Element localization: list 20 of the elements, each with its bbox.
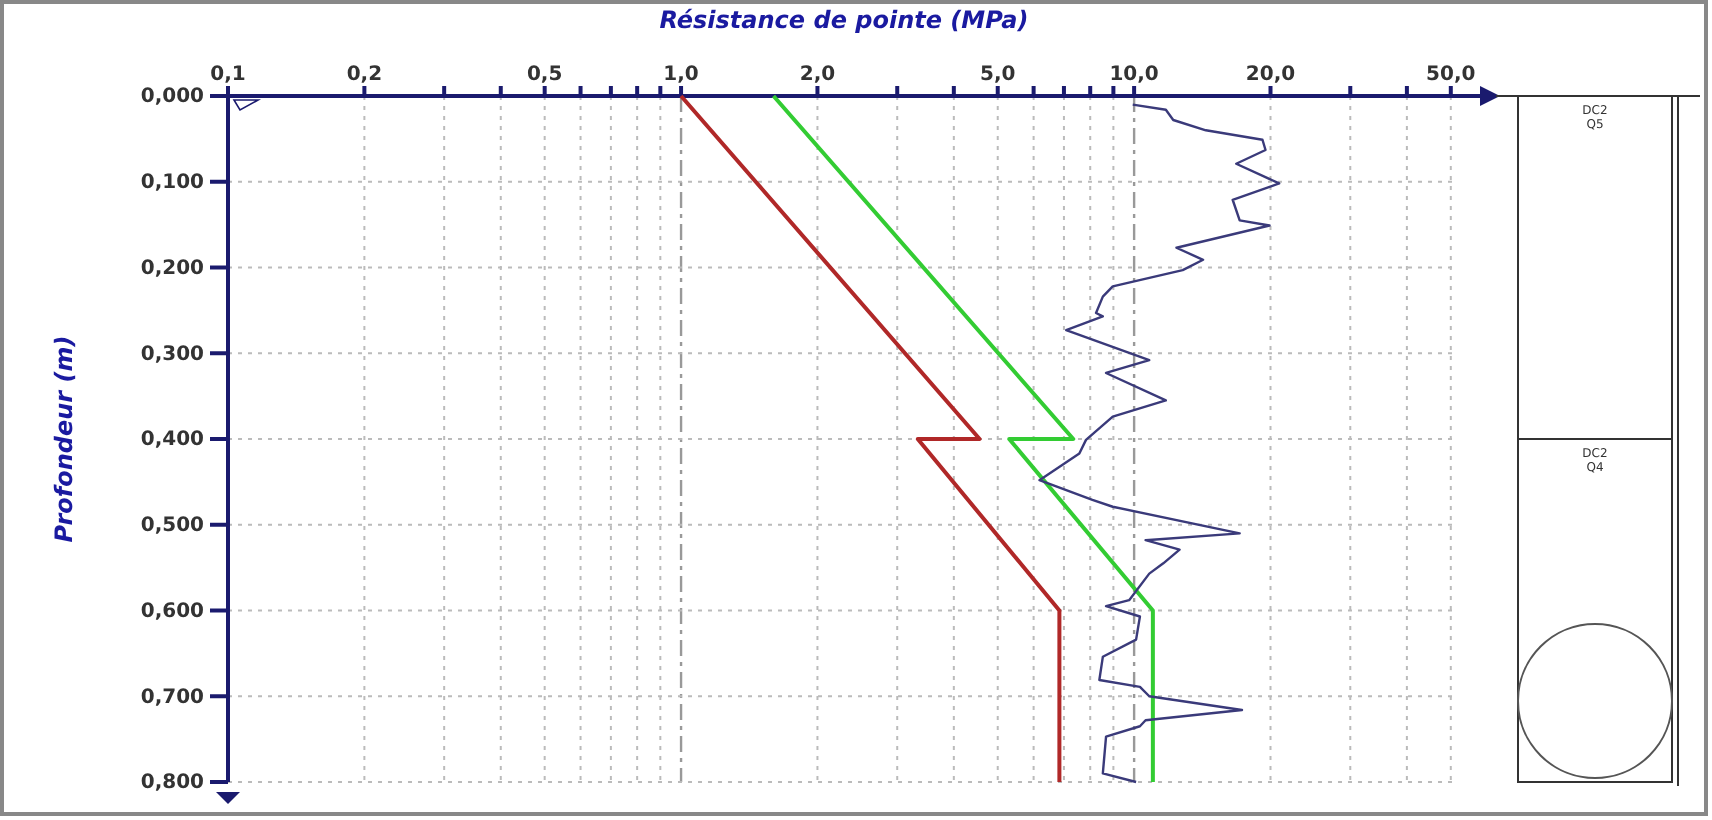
y-tick-label: 0,100: [140, 172, 205, 195]
x-tick-label: 20,0: [1245, 64, 1296, 86]
y-tick-label: 0,500: [140, 515, 205, 538]
x-tick-label: 50,0: [1426, 64, 1476, 86]
y-tick-label: 0,700: [140, 686, 205, 709]
x-tick-label: 0,5: [526, 64, 563, 86]
y-tick-label: 0,400: [140, 429, 205, 452]
x-tick-label: 5,0: [980, 64, 1016, 86]
x-axis-title: Résistance de pointe (MPa): [659, 6, 1029, 34]
y-axis-title: Profondeur (m): [50, 335, 78, 543]
x-tick-label: 2,0: [799, 64, 836, 86]
x-tick-label: 1,0: [663, 64, 699, 86]
y-tick-label: 0,200: [140, 257, 205, 280]
y-tick-label: 0,800: [140, 772, 205, 795]
y-tick-label: 0,000: [140, 86, 205, 109]
x-tick-label: 10,0: [1109, 64, 1159, 86]
x-tick-label: 0,1: [210, 64, 246, 86]
y-tick-label: 0,300: [140, 343, 205, 366]
x-tick-label: 0,2: [346, 64, 383, 86]
y-tick-label: 0,600: [140, 600, 205, 623]
